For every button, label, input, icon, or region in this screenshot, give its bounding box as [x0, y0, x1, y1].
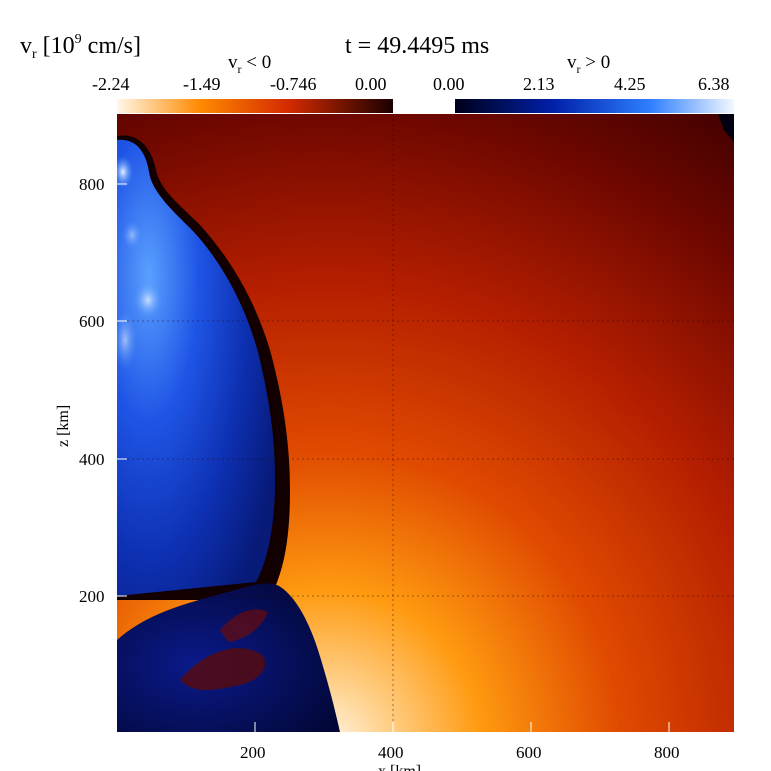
pos-tick-2: 2.13 — [523, 74, 555, 94]
neg-tick-2: -1.49 — [183, 74, 221, 94]
pos-tick-3: 4.25 — [614, 74, 646, 94]
negative-colorbar-label: vr < 0 — [228, 52, 271, 76]
pos-tick-4: 6.38 — [698, 74, 730, 94]
x-axis-label: x [km] — [378, 763, 421, 771]
colorbar-tick-labels: -2.24 -1.49 -0.746 0.00 0.00 2.13 4.25 6… — [92, 74, 730, 94]
pos-tick-1: 0.00 — [433, 74, 465, 94]
y-tick-800: 800 — [79, 175, 105, 194]
negative-colorbar — [117, 99, 393, 113]
bright-spot-left — [113, 310, 137, 370]
neg-tick-4: 0.00 — [355, 74, 387, 94]
bright-spot-upper — [122, 221, 142, 249]
x-tick-800: 800 — [654, 743, 680, 762]
y-axis-label: z [km] — [55, 405, 72, 447]
bright-spot-middle — [134, 282, 162, 318]
y-tick-200: 200 — [79, 587, 105, 606]
velocity-field-plot — [113, 114, 734, 732]
bright-spot-top — [113, 156, 133, 188]
neg-tick-1: -2.24 — [92, 74, 130, 94]
y-tick-400: 400 — [79, 450, 105, 469]
y-tick-600: 600 — [79, 312, 105, 331]
neg-tick-3: -0.746 — [270, 74, 317, 94]
x-tick-600: 600 — [516, 743, 542, 762]
positive-colorbar-label: vr > 0 — [567, 52, 610, 76]
time-label: t = 49.4495 ms — [345, 33, 489, 59]
quantity-label: vr [109 cm/s] — [20, 32, 141, 62]
x-tick-400: 400 — [378, 743, 404, 762]
x-tick-200: 200 — [240, 743, 266, 762]
positive-colorbar — [455, 99, 734, 113]
